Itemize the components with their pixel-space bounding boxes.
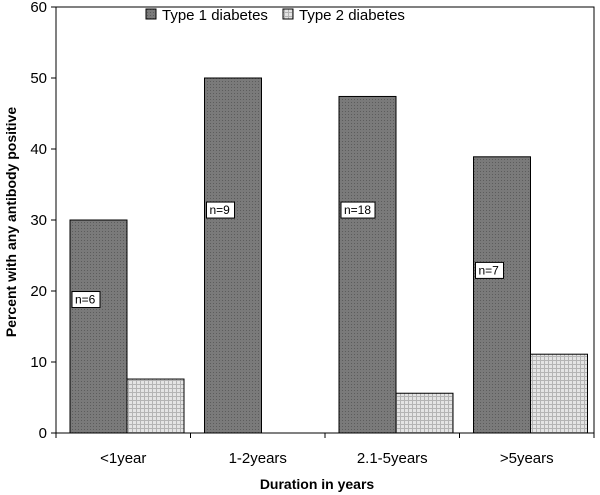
y-tick-label: 60 [30,0,47,16]
x-tick-label: <1year [100,450,146,467]
x-tick-label: >5years [500,450,554,467]
bar-type2 [395,392,454,434]
bar-type2 [530,353,588,434]
y-tick-label: 20 [30,283,47,300]
n-annotation-box [475,261,504,279]
n-annotation-box [206,201,235,219]
y-tick-label: 0 [39,425,47,442]
n-annotation-label: n=18 [344,203,371,217]
x-tick-label: 2.1-5years [357,450,428,467]
n-annotation-box [340,201,376,219]
y-tick-label: 50 [30,70,47,87]
y-axis-title: Percent with any antibody positive [3,107,19,337]
n-annotation-label: n=9 [210,203,231,217]
x-tick-label: 1-2years [229,450,287,467]
bar-type1 [473,156,531,434]
n-annotation-label: n=6 [75,293,96,307]
n-annotation-label: n=7 [479,263,500,277]
bar-type2 [126,378,185,434]
y-tick-label: 30 [30,212,47,229]
legend-swatch-type1 [145,8,157,20]
x-axis-title: Duration in years [260,476,375,492]
legend-label-type2: Type 2 diabetes [299,7,405,24]
bar-type1 [338,95,397,434]
legend-label-type1: Type 1 diabetes [162,7,268,24]
bar-type1 [69,219,128,434]
bar-type1 [204,77,262,434]
y-tick-label: 10 [30,354,47,371]
y-tick-label: 40 [30,141,47,158]
legend-swatch-type2 [282,8,294,20]
n-annotation-box [71,291,101,309]
legend: Type 1 diabetes Type 2 diabetes [145,7,405,24]
